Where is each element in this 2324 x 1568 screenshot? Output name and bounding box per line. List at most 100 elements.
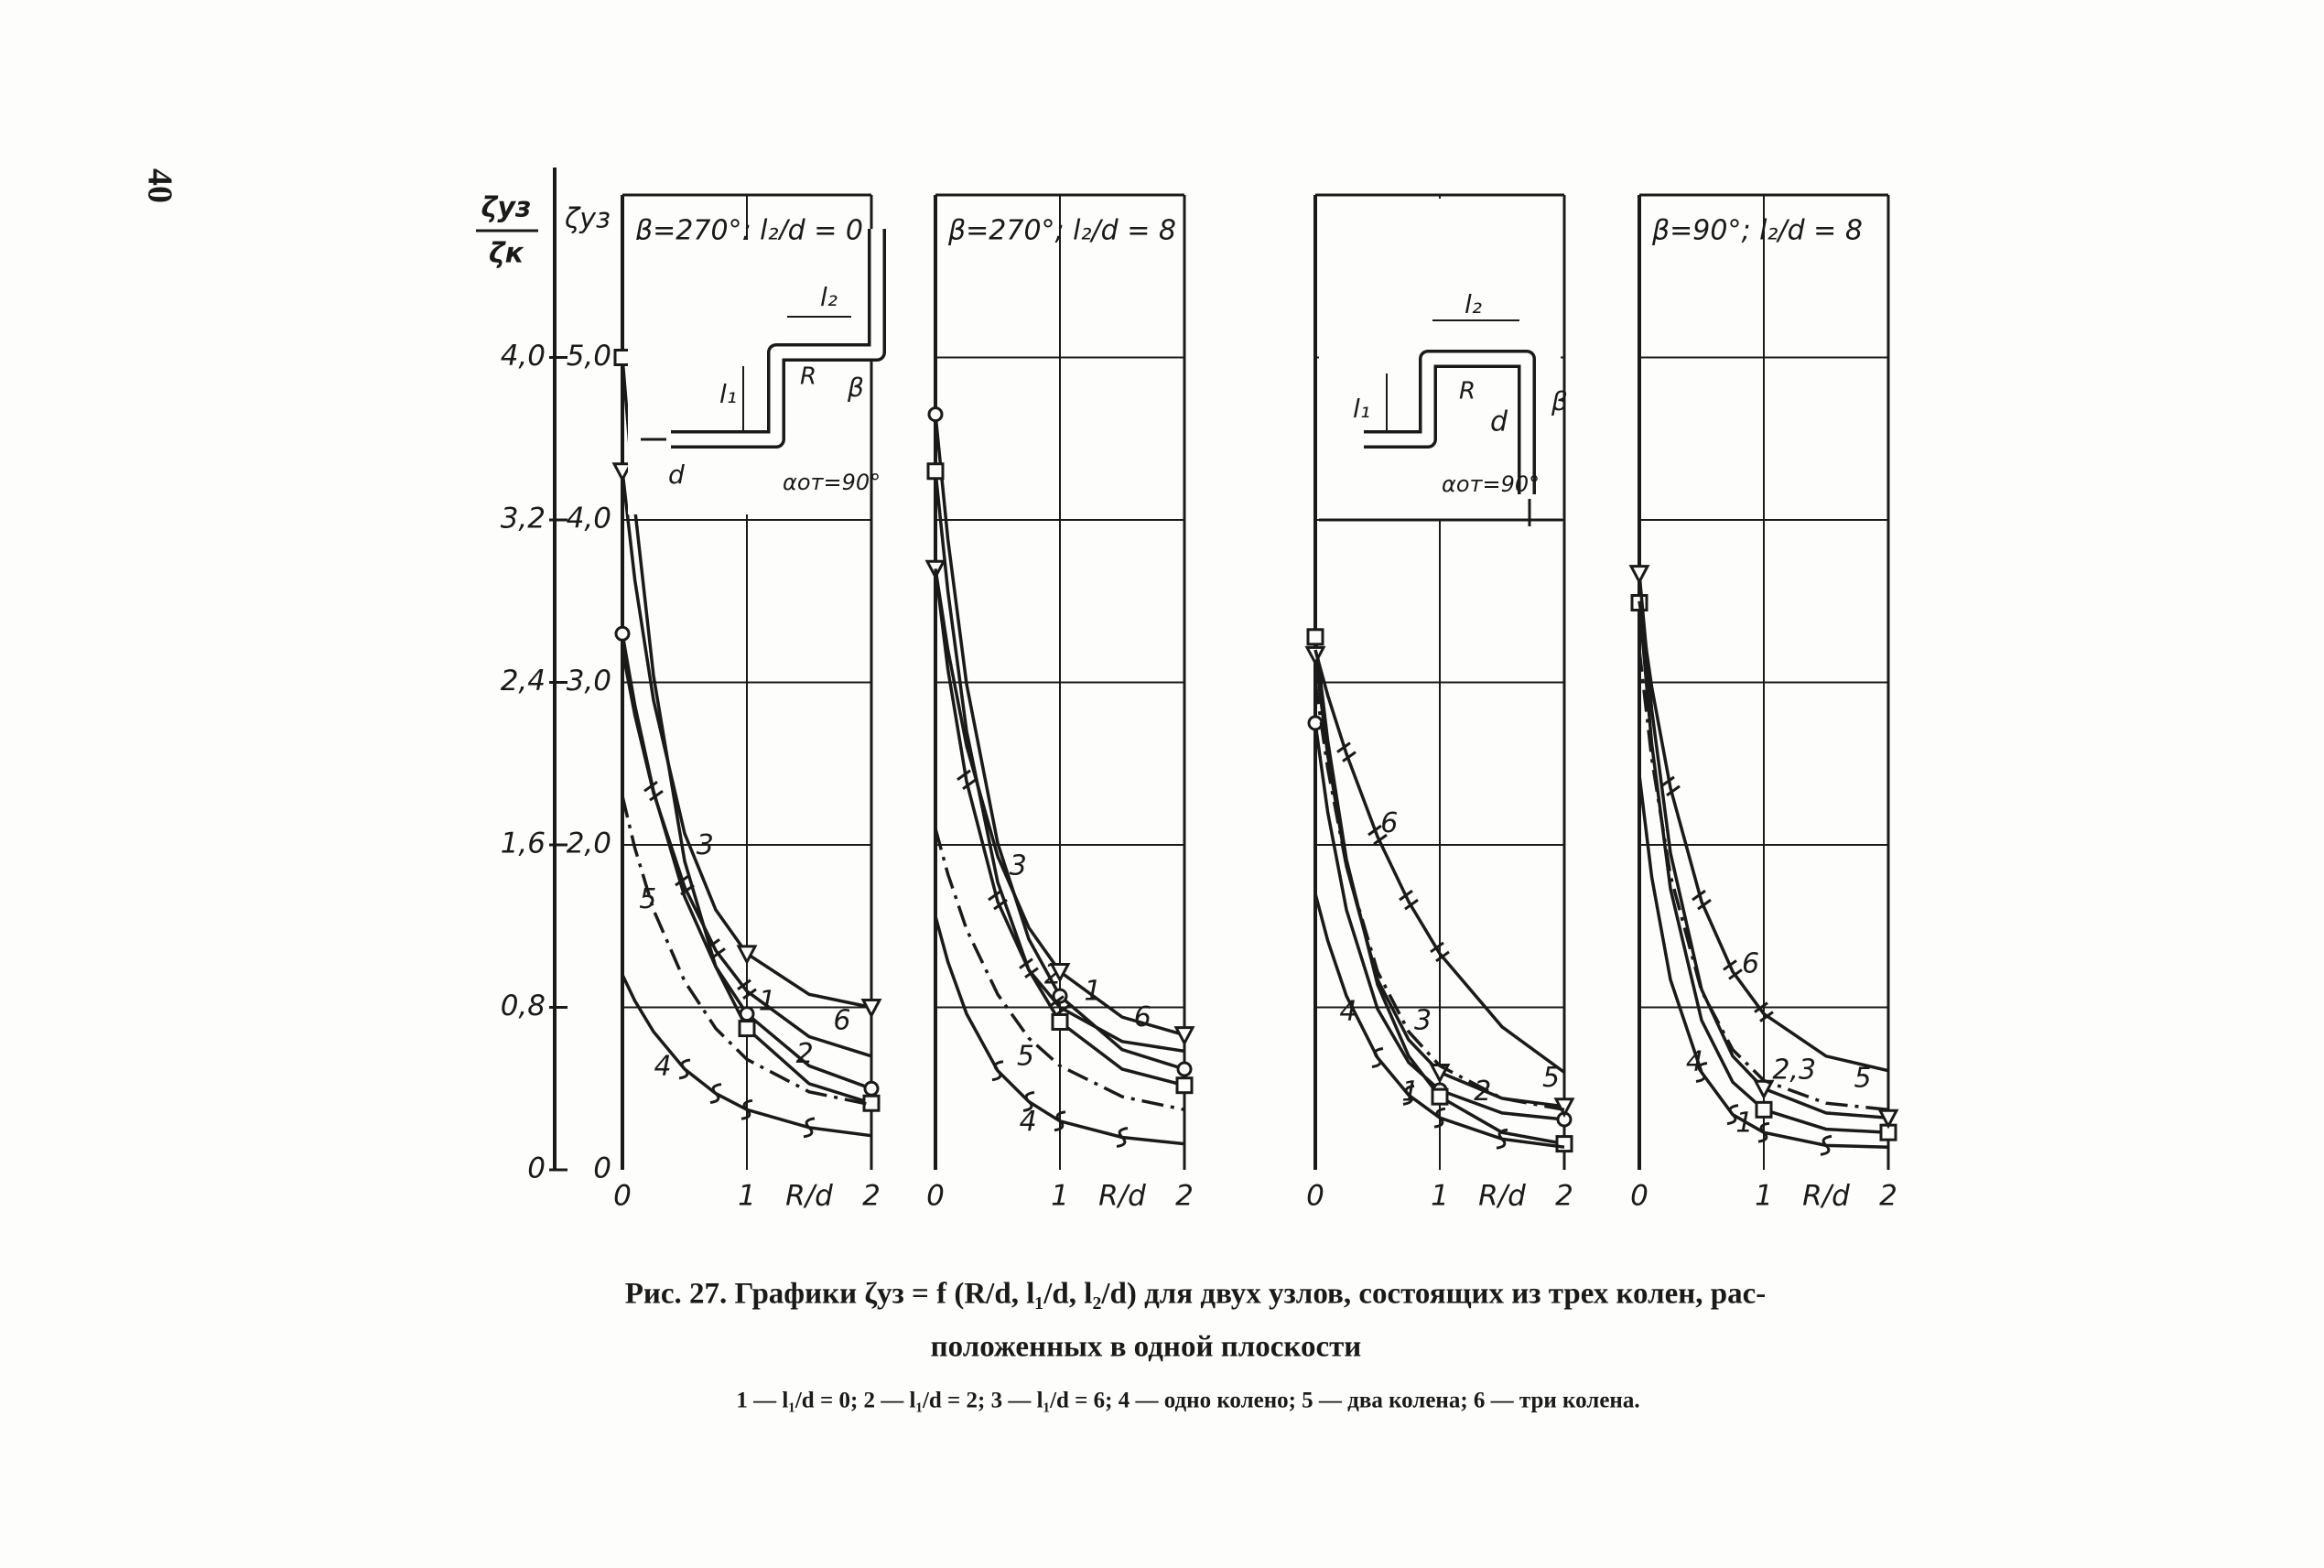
marker-double-tick bbox=[1050, 995, 1070, 1016]
curve bbox=[1313, 892, 1565, 1149]
inset-label: d bbox=[668, 460, 685, 490]
x-axis-label: R/d bbox=[785, 1180, 833, 1213]
marker-circle bbox=[927, 406, 944, 423]
caption: положенных в одной плоскости bbox=[931, 1331, 1362, 1364]
y2-tick-label: 2,4 bbox=[501, 665, 546, 697]
curve bbox=[1313, 682, 1565, 1112]
marker-square bbox=[613, 349, 632, 366]
marker-square bbox=[926, 462, 945, 481]
y-tick-label: 5,0 bbox=[567, 340, 611, 373]
curve-label: 4 bbox=[654, 1051, 672, 1083]
curve bbox=[934, 827, 1185, 1112]
marker-square bbox=[1306, 628, 1324, 646]
marker-triangle bbox=[1877, 1108, 1899, 1130]
marker-circle bbox=[614, 625, 631, 642]
marker-s bbox=[1054, 1110, 1066, 1132]
marker-triangle bbox=[1049, 962, 1071, 983]
inset-label: l₁ bbox=[1353, 394, 1370, 424]
y-tick-label: 4,0 bbox=[567, 503, 611, 535]
x-tick-label: 1 bbox=[1431, 1180, 1449, 1213]
marker-s bbox=[1402, 1084, 1415, 1106]
curve-label: 2,3 bbox=[1772, 1054, 1816, 1086]
y-tick-label: 0 bbox=[593, 1152, 611, 1185]
curve bbox=[621, 357, 872, 1105]
y2-axis-label: ζуз bbox=[481, 192, 532, 224]
marker-s bbox=[1433, 1107, 1446, 1129]
marker-double-tick bbox=[1399, 889, 1419, 911]
curve-label: 6 bbox=[833, 1004, 850, 1036]
caption-note: 1 — l₁/d = 0; 2 — l₁/d = 2; 3 — l₁/d = 6… bbox=[736, 1389, 1639, 1413]
marker-double-tick bbox=[643, 780, 664, 802]
curve-label: 5 bbox=[639, 883, 656, 915]
page-number: 40 bbox=[140, 168, 178, 203]
curve bbox=[1638, 649, 1889, 1112]
inset-label: l₂ bbox=[1465, 289, 1482, 319]
curve bbox=[621, 649, 872, 1058]
x-tick-label: 0 bbox=[613, 1180, 632, 1213]
marker-double-tick bbox=[737, 979, 757, 1000]
x-tick-label: 0 bbox=[1630, 1180, 1648, 1213]
y2-tick-label: 0,8 bbox=[501, 989, 546, 1022]
y2-tick-label: 4,0 bbox=[501, 340, 546, 373]
marker-square bbox=[1431, 1087, 1449, 1106]
panel-title: β=90°; l₂/d = 8 bbox=[1651, 215, 1863, 247]
marker-double-tick bbox=[1336, 741, 1357, 762]
x-tick-label: 0 bbox=[926, 1180, 945, 1213]
curve bbox=[1638, 774, 1889, 1149]
curve-label: 1 bbox=[1735, 1108, 1753, 1140]
curve-label: 3 bbox=[1414, 1004, 1432, 1036]
inset-label: R bbox=[800, 363, 816, 391]
y-tick-label: 2,0 bbox=[567, 827, 611, 860]
y-axis-label: ζуз bbox=[564, 203, 611, 235]
x-axis-label: R/d bbox=[1478, 1180, 1526, 1213]
inset-label: R bbox=[1459, 378, 1475, 406]
curve-label: 6 bbox=[1134, 1001, 1151, 1033]
curve-label: 2 bbox=[796, 1038, 814, 1070]
caption: Рис. 27. Графики ζуз = f (R/d, l₁/d, l₂/… bbox=[625, 1278, 1767, 1311]
marker-double-tick bbox=[1019, 957, 1039, 979]
insets: l₂ l₁ R β d αот=90° l₂ l₁ R β d αот=90° bbox=[628, 199, 1568, 526]
marker-double-tick bbox=[1430, 941, 1450, 963]
curve-label: 3 bbox=[697, 829, 714, 861]
curve bbox=[934, 568, 1185, 1054]
pipe-sketch bbox=[671, 229, 883, 446]
curve-label: 5 bbox=[1017, 1040, 1034, 1072]
inset-label: d bbox=[1490, 406, 1508, 438]
panel: 0 1 2 R/d β=90°; l₂/d = 8 1 2,3 4 5 6 bbox=[1628, 193, 1899, 1213]
marker-triangle bbox=[1628, 565, 1650, 585]
inset-label: β bbox=[847, 373, 864, 403]
marker-square bbox=[1175, 1076, 1194, 1095]
x-axis-label: R/d bbox=[1802, 1180, 1850, 1213]
curve bbox=[621, 795, 872, 1107]
inset-label: l₂ bbox=[820, 282, 838, 312]
x-axis-label: R/d bbox=[1098, 1180, 1146, 1213]
curve bbox=[934, 470, 1185, 1087]
marker-triangle bbox=[611, 462, 633, 482]
y2-tick-label: 1,6 bbox=[501, 827, 546, 860]
inset-label: αот=90° bbox=[783, 470, 881, 495]
curve bbox=[621, 974, 872, 1138]
pipe-sketch bbox=[1364, 352, 1533, 494]
marker-square bbox=[1555, 1135, 1573, 1153]
marker-circle bbox=[1052, 988, 1068, 1004]
marker-double-tick bbox=[706, 938, 726, 959]
curve-label: 5 bbox=[1854, 1062, 1871, 1094]
x-tick-label: 1 bbox=[738, 1180, 756, 1213]
marker-s bbox=[740, 1098, 753, 1120]
marker-s bbox=[1757, 1121, 1770, 1143]
curve-label: 4 bbox=[1339, 996, 1357, 1028]
marker-s bbox=[1022, 1090, 1035, 1112]
x-tick-label: 1 bbox=[1755, 1180, 1773, 1213]
curve bbox=[934, 568, 1185, 1037]
x-tick-label: 2 bbox=[1879, 1180, 1897, 1213]
marker-triangle bbox=[1553, 1098, 1575, 1118]
curve-label: 4 bbox=[1020, 1106, 1037, 1138]
marker-triangle bbox=[736, 945, 758, 966]
curve bbox=[621, 470, 872, 1010]
curve-label: 6 bbox=[1742, 947, 1759, 979]
x-tick-label: 0 bbox=[1306, 1180, 1324, 1213]
curve bbox=[1313, 636, 1565, 1146]
marker-s bbox=[678, 1058, 691, 1080]
marker-triangle bbox=[860, 999, 882, 1019]
